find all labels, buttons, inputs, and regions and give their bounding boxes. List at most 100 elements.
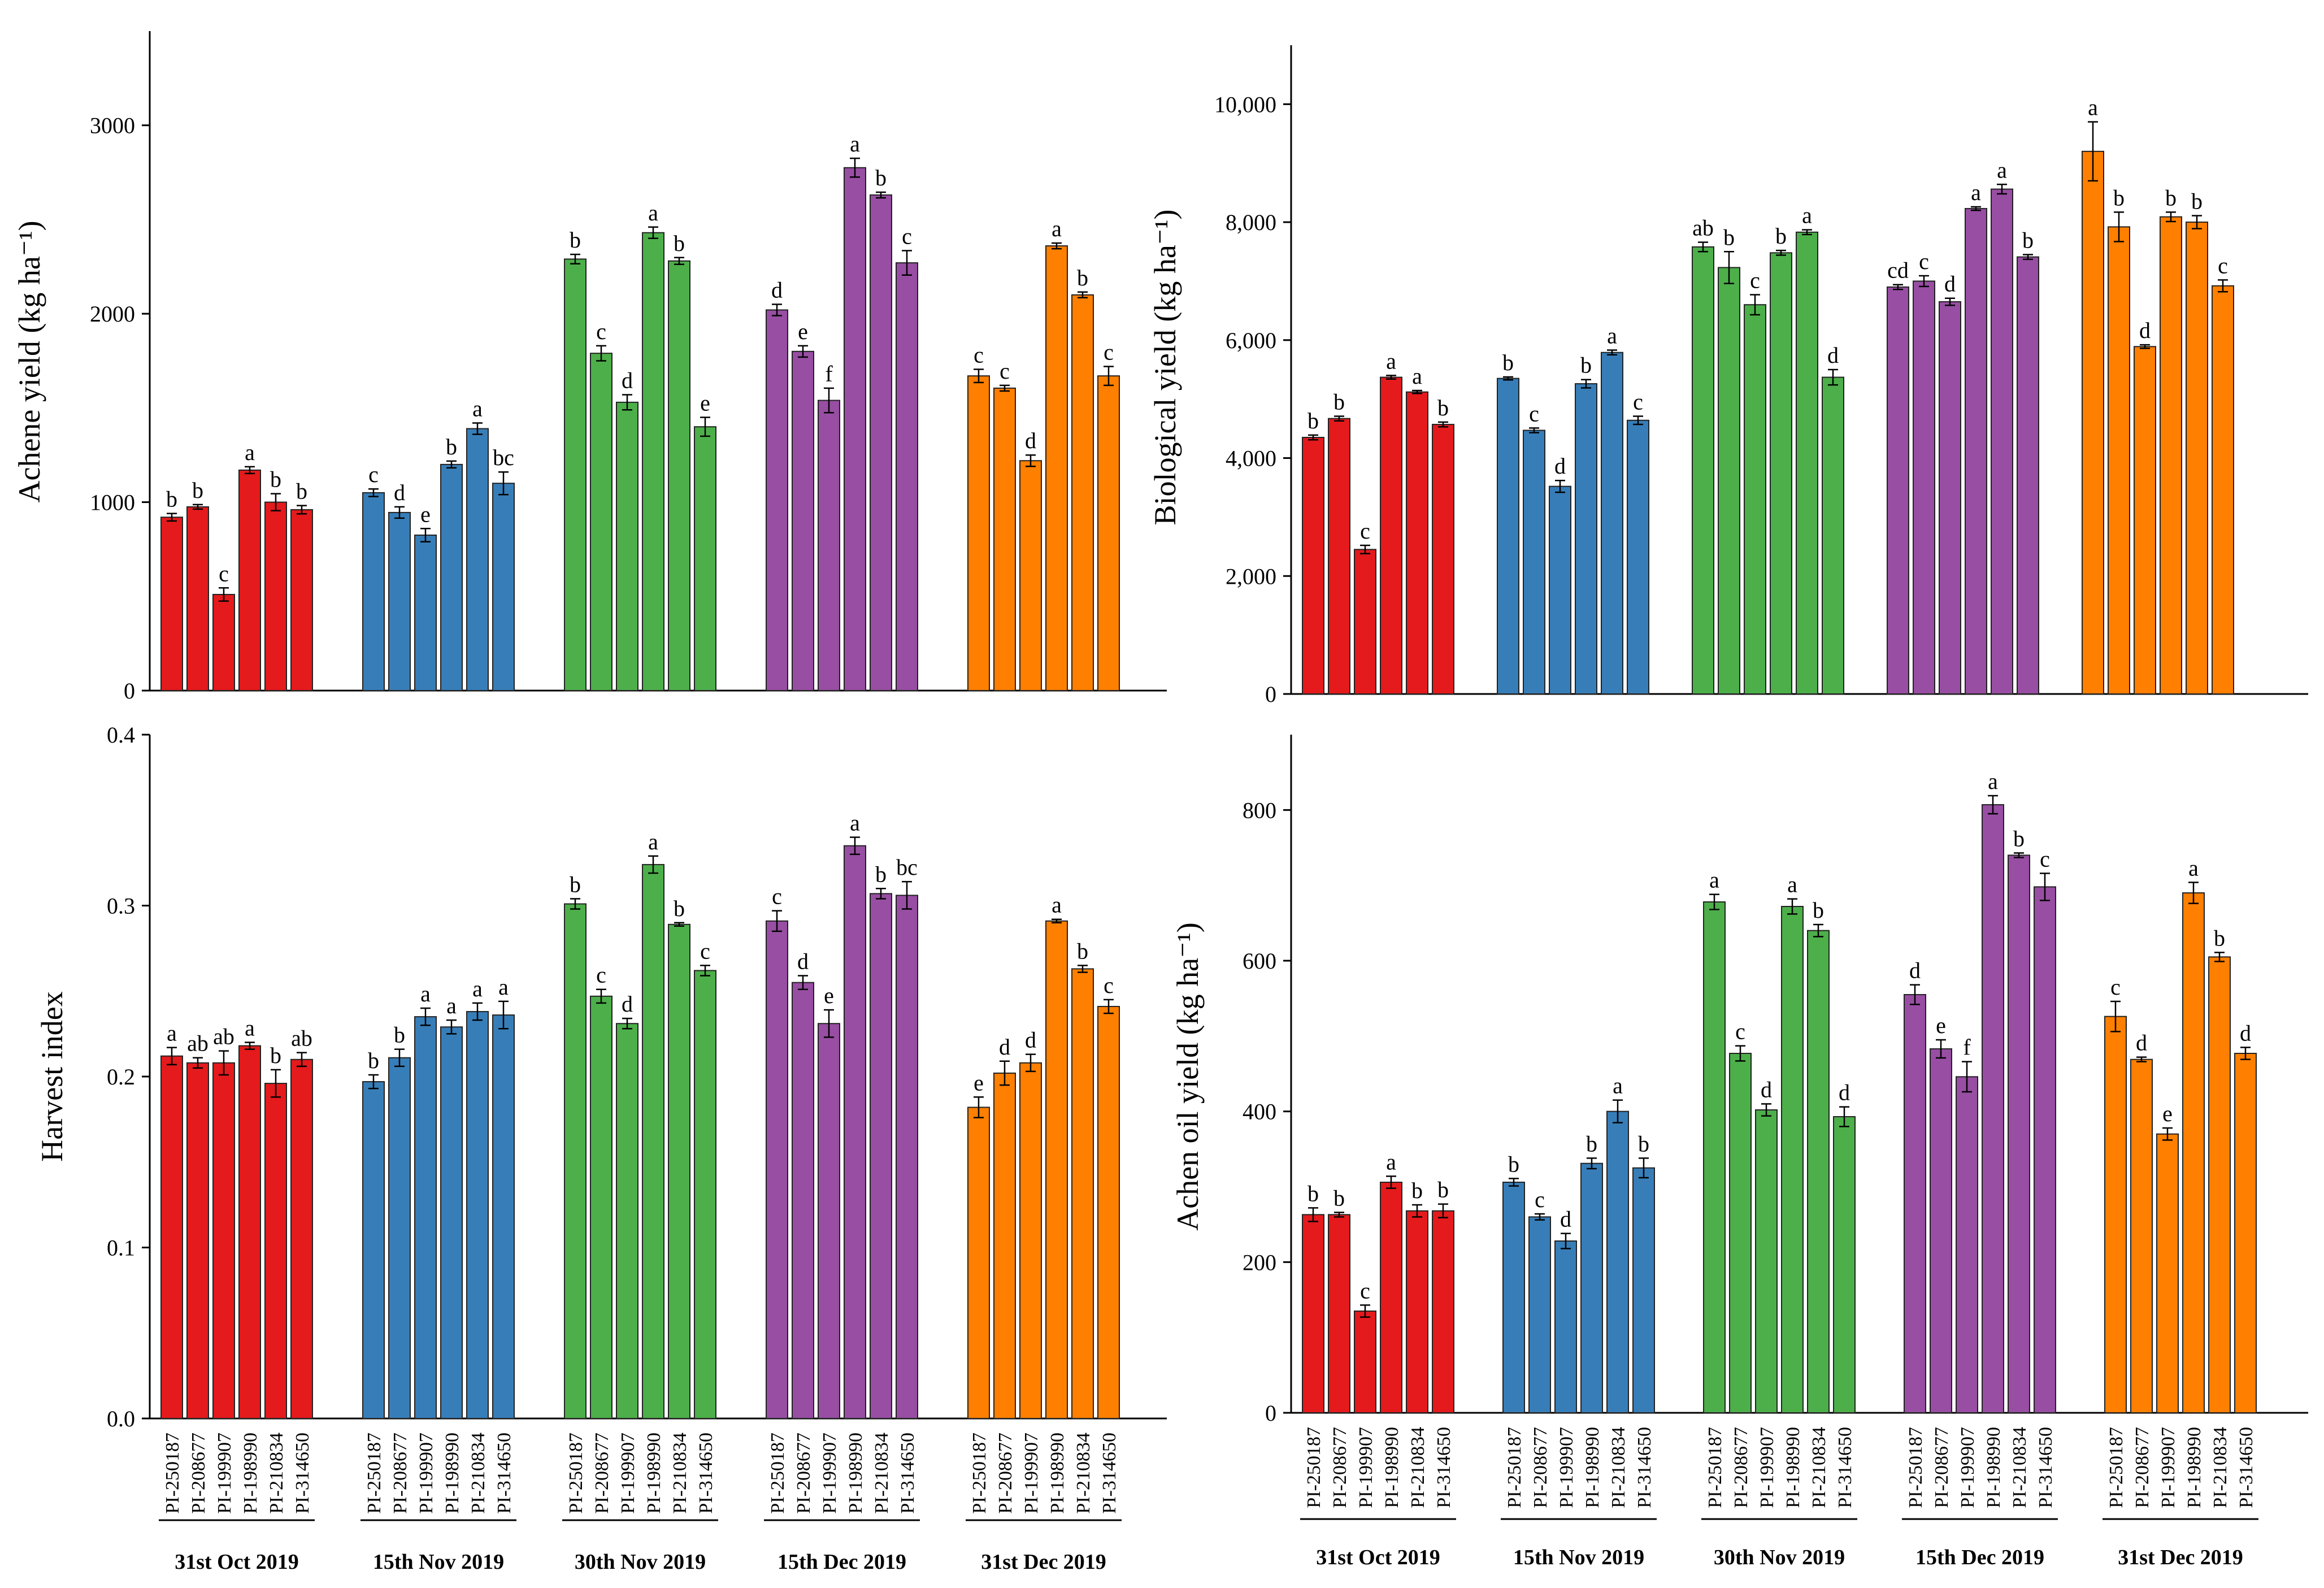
x-tick-label: PI-210834	[1073, 1433, 1094, 1514]
bar	[2234, 1053, 2257, 1413]
bar	[1497, 378, 1519, 695]
x-tick-label: PI-208677	[1731, 1427, 1752, 1508]
x-tick-label: PI-198990	[1582, 1427, 1603, 1508]
y-axis-label: Achen oil yield (kg ha⁻¹)	[1171, 922, 1205, 1231]
bar	[1956, 1076, 1978, 1414]
group-label: 30th Nov 2019	[575, 1550, 706, 1574]
bar	[1796, 231, 1818, 695]
significance-letter: d	[1827, 342, 1839, 368]
significance-letter: d	[622, 991, 633, 1017]
x-tick-label: PI-198990	[1047, 1433, 1068, 1514]
bar	[2108, 226, 2130, 695]
significance-letter: c	[1535, 1187, 1545, 1212]
bar	[1913, 280, 1935, 695]
significance-letter: ab	[187, 1031, 208, 1056]
bar	[1071, 294, 1094, 691]
bar	[1930, 1048, 1952, 1413]
bar	[290, 509, 313, 691]
significance-letter: e	[1936, 1013, 1946, 1038]
significance-letter: b	[674, 896, 685, 921]
bar	[1045, 920, 1068, 1419]
x-tick-label: PI-198990	[2184, 1427, 2205, 1508]
significance-letter: a	[245, 440, 255, 465]
bar	[564, 258, 587, 692]
bar	[186, 1062, 209, 1420]
bar	[2034, 886, 2056, 1414]
significance-letter: b	[2013, 826, 2025, 851]
bar	[1887, 286, 1909, 695]
x-tick-label: PI-208677	[592, 1433, 613, 1514]
bar	[896, 262, 918, 692]
y-tick-label: 600	[1243, 948, 1276, 974]
bar	[2212, 285, 2234, 695]
bar	[590, 995, 613, 1419]
bar	[492, 1014, 515, 1419]
significance-letter: d	[2136, 1030, 2147, 1056]
significance-letter: c	[2218, 253, 2228, 278]
significance-letter: a	[1988, 769, 1998, 794]
significance-letter: f	[1963, 1035, 1971, 1060]
bar	[642, 232, 664, 692]
bar	[212, 593, 235, 691]
significance-letter: d	[622, 368, 633, 393]
bar	[264, 501, 287, 691]
bar	[967, 1107, 990, 1419]
significance-letter: a	[1787, 872, 1797, 897]
x-tick-label: PI-208677	[793, 1433, 814, 1514]
x-tick-label: PI-199907	[618, 1433, 638, 1514]
significance-letter: c	[596, 319, 606, 344]
bar	[844, 167, 866, 691]
x-tick-label: PI-208677	[1530, 1427, 1551, 1508]
bar	[2186, 222, 2208, 695]
significance-letter: d	[1560, 1207, 1571, 1232]
significance-letter: b	[1502, 350, 1514, 375]
x-tick-label: PI-198990	[845, 1433, 866, 1514]
y-axis-label: Achene yield (kg ha⁻¹)	[12, 221, 46, 503]
bar	[1354, 1311, 1376, 1413]
significance-letter: a	[1607, 323, 1617, 349]
bar	[388, 511, 411, 691]
y-tick-label: 0	[1265, 1400, 1276, 1426]
bar	[238, 1045, 261, 1420]
bar	[1632, 1167, 1655, 1414]
bar	[2160, 216, 2182, 695]
x-tick-label: PI-314650	[1434, 1427, 1454, 1508]
significance-letter: c	[974, 342, 984, 368]
bar	[792, 982, 814, 1419]
y-axis-label: Harvest index	[35, 991, 69, 1161]
bar	[1718, 267, 1740, 695]
significance-letter: d	[1944, 271, 1956, 297]
bar	[1703, 901, 1726, 1413]
chart-panel-2: 0 2,000 4,000 6,000 8,000 10,000 Biological yi…	[1148, 45, 2308, 707]
y-tick-label: 0.0	[107, 1406, 135, 1431]
x-tick-label: PI-210834	[1608, 1427, 1629, 1508]
significance-letter: a	[1386, 1149, 1396, 1174]
x-tick-label: PI-210834	[670, 1433, 690, 1514]
bar	[1045, 245, 1068, 691]
significance-letter: d	[1025, 428, 1036, 453]
bar	[870, 893, 892, 1419]
significance-letter: bc	[493, 445, 514, 470]
chart-panel-4: 0 200 400 600 800 Achen oil yield (kg ha⁻¹) b P…	[1171, 735, 2308, 1569]
significance-letter: b	[1307, 408, 1319, 433]
significance-letter: a	[498, 974, 509, 1000]
significance-letter: c	[1104, 340, 1114, 365]
bar	[2182, 892, 2205, 1413]
bar	[694, 970, 716, 1419]
significance-letter: d	[1909, 958, 1921, 983]
significance-letter: b	[166, 487, 177, 512]
significance-letter: b	[674, 231, 685, 256]
y-tick-label: 2,000	[1226, 563, 1276, 589]
significance-letter: e	[974, 1070, 984, 1095]
bar	[818, 400, 840, 691]
bar	[1432, 1210, 1454, 1414]
x-tick-label: PI-210834	[2210, 1427, 2231, 1508]
group-label: 31st Dec 2019	[981, 1550, 1106, 1574]
x-tick-label: PI-199907	[1757, 1427, 1778, 1508]
y-tick-label: 6,000	[1226, 328, 1276, 353]
bar	[1019, 1062, 1042, 1420]
bar	[2008, 854, 2030, 1414]
significance-letter: b	[1586, 1131, 1597, 1156]
